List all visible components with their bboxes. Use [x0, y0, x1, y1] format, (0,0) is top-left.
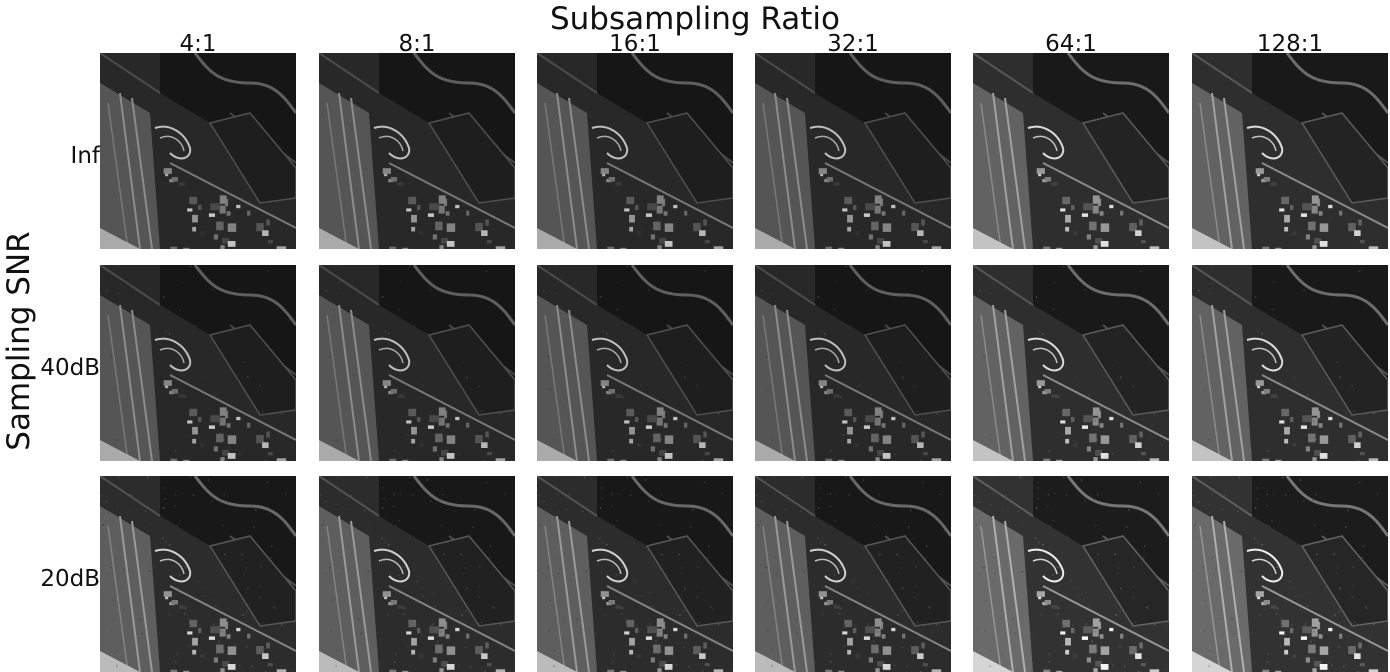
aerial-airport-image	[319, 53, 515, 249]
aerial-airport-image	[537, 265, 733, 461]
aerial-airport-image	[755, 53, 951, 249]
y-axis-title: Sampling SNR	[2, 211, 36, 471]
aerial-airport-image	[1192, 476, 1388, 672]
row-label: 20dB	[10, 566, 100, 592]
aerial-airport-image	[100, 476, 296, 672]
aerial-airport-image	[537, 53, 733, 249]
aerial-airport-image	[755, 265, 951, 461]
row-label: 40dB	[10, 355, 100, 381]
aerial-airport-image	[319, 476, 515, 672]
aerial-airport-image	[973, 53, 1169, 249]
aerial-airport-image	[1192, 265, 1388, 461]
aerial-airport-image	[100, 53, 296, 249]
aerial-airport-image	[1192, 53, 1388, 249]
aerial-airport-image	[973, 265, 1169, 461]
aerial-airport-image	[973, 476, 1169, 672]
aerial-airport-image	[100, 265, 296, 461]
row-label: Inf	[10, 143, 100, 169]
aerial-airport-image	[537, 476, 733, 672]
aerial-airport-image	[755, 476, 951, 672]
aerial-airport-image	[319, 265, 515, 461]
